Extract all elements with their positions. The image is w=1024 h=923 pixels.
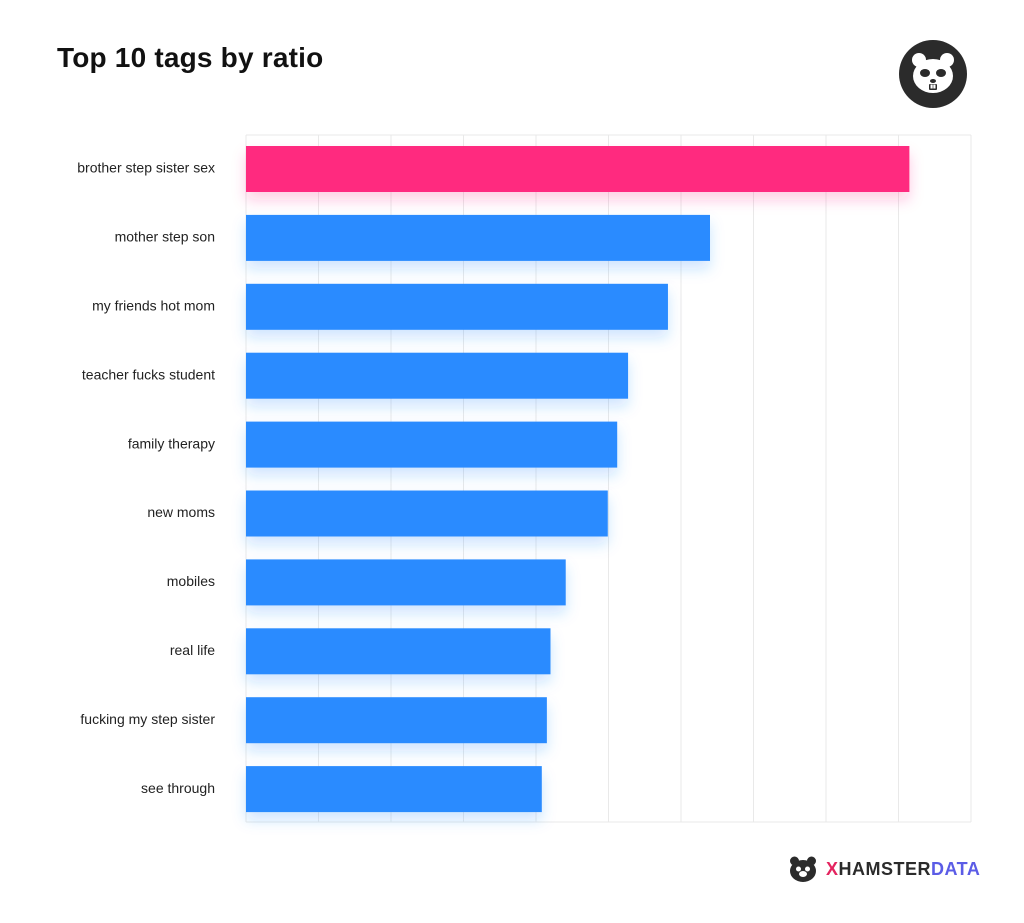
- footer-brand: X HAMSTER DATA: [786, 852, 980, 886]
- hamster-logo-icon: [899, 40, 967, 108]
- brand-wordmark: X HAMSTER DATA: [826, 859, 980, 880]
- category-label: family therapy: [128, 435, 215, 451]
- category-label: my friends hot mom: [92, 298, 215, 314]
- hamster-mini-logo-icon: [790, 856, 816, 882]
- bar-my-friends-hot-mom: [246, 283, 668, 330]
- bar-mobiles: [246, 559, 566, 606]
- bar-new-moms: [246, 490, 608, 537]
- category-label: teacher fucks student: [82, 366, 215, 382]
- category-labels: brother step sister sex mother step son my…: [77, 160, 215, 796]
- chart-title: Top 10 tags by ratio: [57, 42, 324, 73]
- bar-real-life: [246, 628, 551, 675]
- category-label: see through: [141, 780, 215, 796]
- bar-mother-step-son: [246, 214, 710, 261]
- brand-hamster: HAMSTER: [838, 858, 932, 879]
- bar-see-through: [246, 766, 542, 813]
- category-label: fucking my step sister: [80, 711, 215, 727]
- category-label: new moms: [147, 504, 215, 520]
- brand-data: DATA: [931, 858, 981, 879]
- category-label: brother step sister sex: [77, 160, 215, 176]
- bar-teacher-fucks-student: [246, 352, 629, 399]
- category-label: mobiles: [167, 573, 215, 589]
- bars: [246, 146, 910, 813]
- category-label: mother step son: [115, 229, 215, 245]
- category-label: real life: [170, 642, 215, 658]
- bar-fucking-my-step-sister: [246, 697, 547, 744]
- bar-brother-step-sister-sex: [246, 146, 910, 192]
- bar-family-therapy: [246, 421, 618, 468]
- brand-x: X: [826, 858, 839, 879]
